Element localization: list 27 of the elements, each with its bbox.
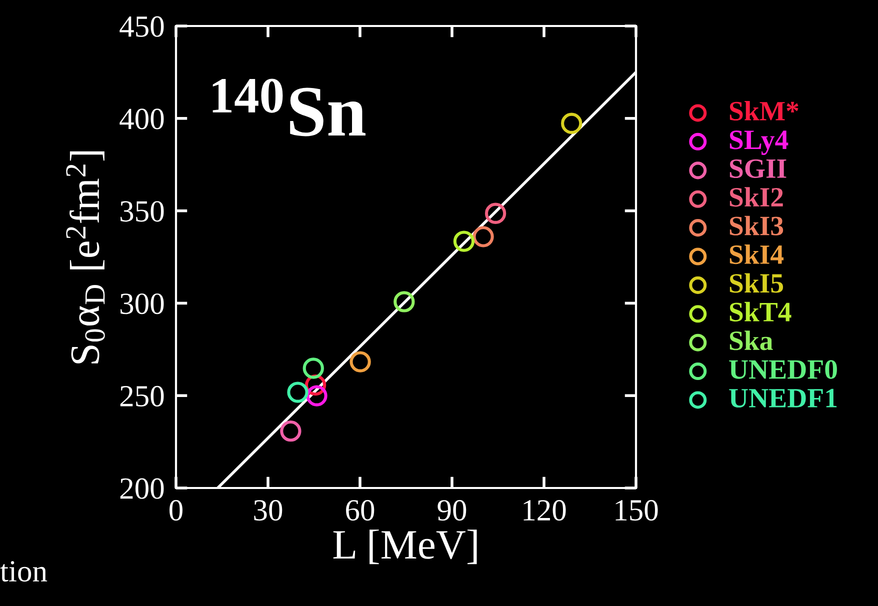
y-tick-label: 250 — [120, 386, 164, 406]
legend-label: SGII — [730, 159, 786, 178]
legend-label: UNEDF0 — [729, 360, 837, 379]
text: S$_{0}$α$_{D}$ [e$^{2}$fm$^{2}$] — [66, 151, 105, 364]
legend-label: SLy4 — [730, 130, 788, 155]
legend-label: SkI2 — [730, 187, 783, 207]
y-tick-label: 300 — [120, 293, 164, 314]
legend-label: UNEDF1 — [729, 388, 837, 408]
legend-label: SkI3 — [730, 216, 784, 236]
legend-label: Ska — [730, 330, 773, 350]
x-tick-label: 60 — [346, 500, 374, 521]
x-tick-label: 150 — [616, 500, 658, 521]
x-tick-label: 90 — [438, 500, 466, 521]
x-axis-title: L [MeV] — [333, 530, 477, 564]
x-tick-label: 120 — [524, 500, 566, 521]
y-tick-label: 350 — [120, 201, 164, 222]
y-tick-label: 400 — [120, 108, 164, 130]
legend-label: SkI5 — [730, 273, 784, 293]
annotation: $^{140}$Sn — [212, 78, 366, 136]
legend-label: SkT4 — [730, 302, 792, 322]
legend-label: SkI4 — [730, 244, 784, 264]
text: tion — [0, 561, 48, 582]
x-tick-label: 0 — [170, 500, 182, 521]
legend-label: SkM* — [730, 100, 798, 121]
y-tick-label: 200 — [120, 478, 164, 499]
y-tick-label: 450 — [120, 16, 164, 37]
x-tick-label: 30 — [254, 500, 282, 521]
